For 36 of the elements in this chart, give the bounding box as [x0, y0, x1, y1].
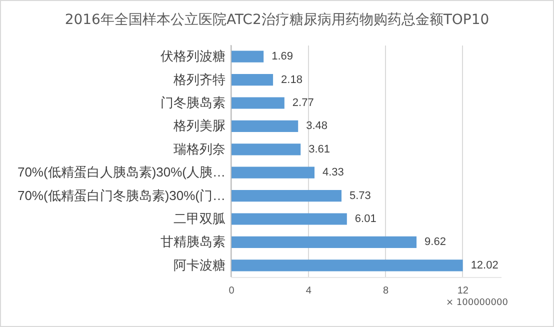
- data-label: 6.01: [354, 213, 376, 225]
- bar: [231, 74, 274, 86]
- bar: [231, 166, 315, 178]
- chart-title: 2016年全国样本公立医院ATC2治疗糖尿病用药物购药总金额TOP10: [64, 11, 490, 29]
- data-label: 9.62: [424, 236, 446, 248]
- y-tick-label: 70%(低精蛋白人胰岛素)30%(人胰…: [17, 164, 226, 180]
- x-tick-label: 0: [228, 286, 235, 296]
- data-label: 2.77: [292, 97, 314, 109]
- bar: [231, 97, 284, 109]
- x-tick-label: 8: [383, 286, 390, 296]
- y-tick-label: 门冬胰岛素: [160, 95, 226, 110]
- bar: [231, 190, 342, 202]
- y-tick-label: 70%(低精蛋白门冬胰岛素)30%(门…: [17, 188, 226, 203]
- y-tick-label: 伏格列波糖: [160, 48, 226, 64]
- x-tick-label: 4: [306, 286, 312, 296]
- y-tick-label: 甘精胰岛素: [160, 234, 226, 250]
- y-tick-label: 阿卡波糖: [174, 257, 226, 272]
- bar: [231, 213, 347, 225]
- bar: [231, 120, 298, 132]
- y-tick-label: 格列美脲: [172, 118, 226, 134]
- data-label: 3.61: [308, 143, 330, 156]
- data-label: 3.48: [306, 120, 328, 132]
- x-tick-label: 12: [457, 286, 469, 296]
- bar: [231, 144, 301, 156]
- text: × 100000000: [446, 298, 508, 308]
- bar: [231, 260, 463, 272]
- y-tick-label: 格列齐特: [172, 72, 226, 87]
- data-label: 2.18: [281, 74, 302, 86]
- data-label: 4.33: [322, 166, 344, 179]
- y-tick-label: 二甲双胍: [174, 211, 226, 226]
- data-label: 5.73: [350, 190, 371, 202]
- data-label: 12.02: [470, 259, 498, 272]
- y-tick-label: 瑞格列奈: [174, 141, 226, 156]
- bar: [231, 236, 417, 248]
- bar: [231, 50, 264, 62]
- data-label: 1.69: [272, 50, 294, 63]
